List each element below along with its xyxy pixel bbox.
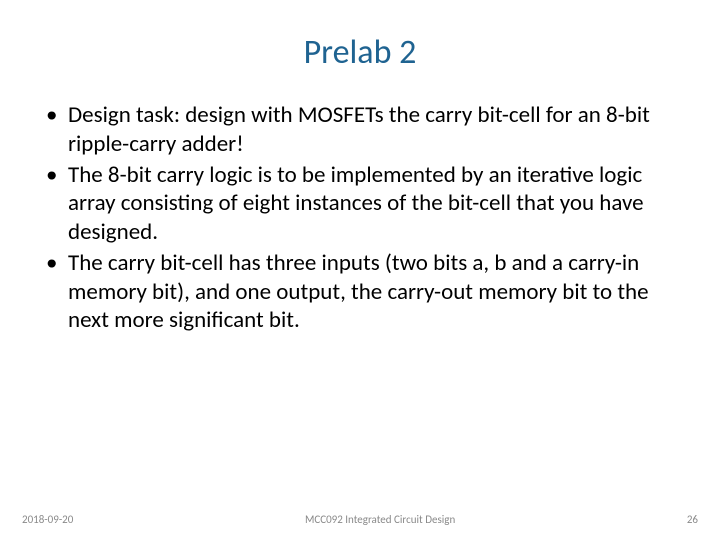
slide: Prelab 2 Design task: design with MOSFET… <box>0 0 720 540</box>
footer-course: MCC092 Integrated Circuit Design <box>73 513 687 526</box>
bullet-item: The 8-bit carry logic is to be implement… <box>42 161 678 247</box>
slide-footer: 2018-09-20 MCC092 Integrated Circuit Des… <box>0 513 720 526</box>
slide-title: Prelab 2 <box>0 0 720 101</box>
bullet-item: The carry bit-cell has three inputs (two… <box>42 249 678 335</box>
footer-page-number: 26 <box>687 513 698 526</box>
footer-date: 2018-09-20 <box>22 513 73 526</box>
bullet-list: Design task: design with MOSFETs the car… <box>42 101 678 335</box>
slide-content: Design task: design with MOSFETs the car… <box>0 101 720 335</box>
bullet-item: Design task: design with MOSFETs the car… <box>42 101 678 159</box>
